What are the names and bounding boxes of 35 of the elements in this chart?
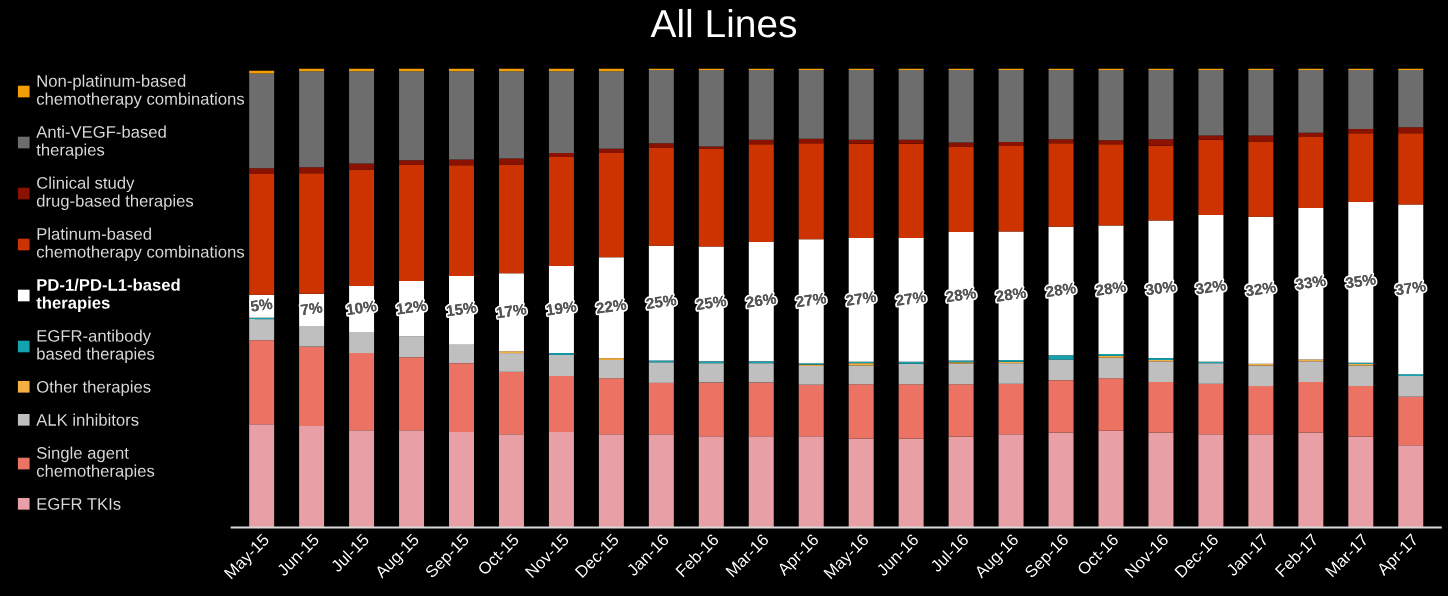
data-label: 19% — [546, 300, 577, 316]
data-label: 25% — [695, 295, 727, 311]
legend-label: Platinum-based chemotherapy combinations — [36, 227, 245, 262]
data-label: 27% — [845, 291, 877, 306]
legend-label: PD-1/PD-L1-based therapies — [36, 278, 180, 313]
data-label: 7% — [300, 301, 323, 316]
data-label: 27% — [895, 291, 927, 306]
data-label: 32% — [1195, 279, 1227, 295]
legend-label: Non-platinum-based chemotherapy combinations — [36, 74, 245, 109]
legend-label: Anti-VEGF-based therapies — [36, 125, 166, 160]
data-label: 33% — [1295, 275, 1327, 290]
data-label: 5% — [250, 298, 273, 312]
data-label: 37% — [1395, 280, 1427, 296]
data-label: 27% — [795, 292, 827, 308]
data-label: 26% — [745, 292, 777, 308]
data-label: 32% — [1245, 281, 1277, 297]
chart-title: All Lines — [650, 8, 797, 38]
data-label: 28% — [945, 287, 977, 303]
data-label: 22% — [595, 298, 627, 314]
legend-label: EGFR TKIs — [37, 498, 121, 510]
data-label: 17% — [496, 303, 527, 319]
data-label: 28% — [995, 286, 1027, 302]
data-label: 28% — [1045, 282, 1077, 298]
data-label: 25% — [645, 294, 677, 310]
legend-label: Clinical study drug-based therapies — [36, 176, 194, 211]
data-label: 28% — [1095, 281, 1127, 296]
legend-label: Single agent chemotherapies — [36, 446, 155, 481]
legend-label: Other therapies — [37, 380, 151, 397]
data-label: 12% — [396, 299, 427, 315]
data-label: 35% — [1345, 273, 1377, 289]
data-label: 10% — [346, 300, 377, 316]
legend-label: EGFR-antibody based therapies — [37, 329, 155, 364]
legend-label: ALK inhibitors — [36, 413, 139, 426]
data-label: 15% — [446, 301, 477, 317]
data-label: 30% — [1145, 280, 1177, 296]
